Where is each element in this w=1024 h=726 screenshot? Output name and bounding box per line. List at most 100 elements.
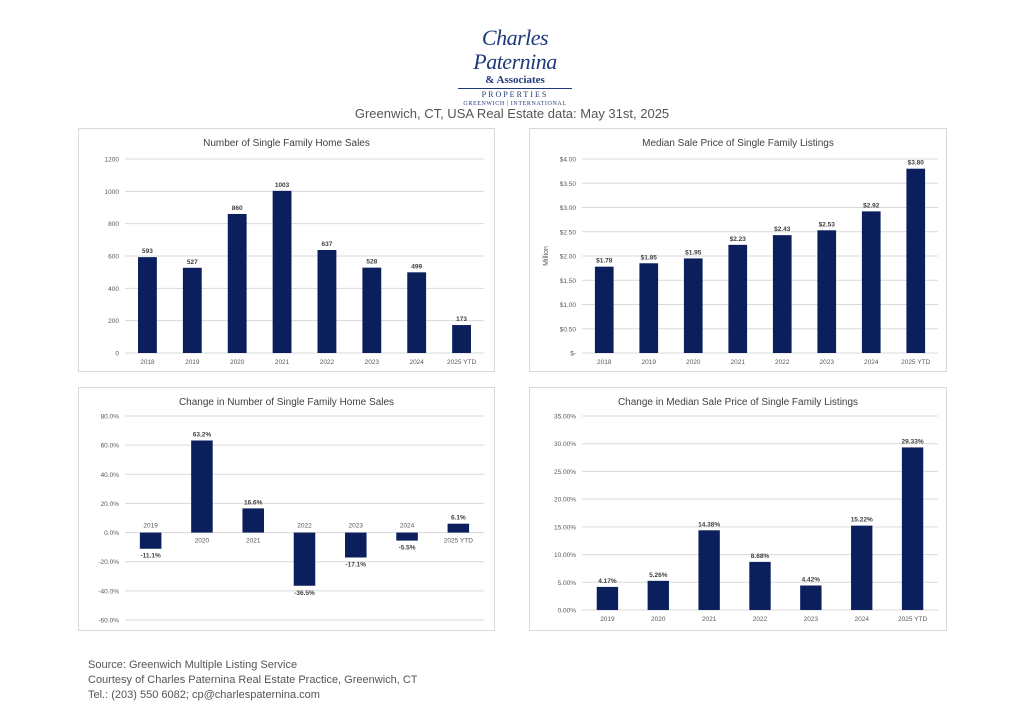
category-label: 2020 (651, 616, 666, 623)
bar (901, 447, 924, 610)
category-label: 2021 (246, 538, 261, 545)
logo-name: Charles Paternina (473, 25, 557, 74)
data-label: 15.22% (851, 517, 873, 524)
category-label: 2022 (297, 523, 312, 530)
y-tick-label: 1200 (105, 157, 120, 164)
bar (851, 525, 873, 610)
bar (800, 585, 822, 610)
data-label: 527 (187, 259, 198, 266)
bar (639, 263, 659, 353)
category-label: 2018 (140, 359, 155, 366)
footer: Source: Greenwich Multiple Listing Servi… (88, 658, 418, 703)
page-title: Greenwich, CT, USA Real Estate data: May… (354, 106, 670, 121)
category-label: 2022 (753, 616, 768, 623)
category-label: 2020 (195, 538, 210, 545)
y-tick-label: $1.50 (560, 278, 577, 285)
category-label: 2025 YTD (444, 538, 473, 545)
bar (772, 235, 792, 353)
data-label: $3.80 (908, 160, 925, 167)
data-label: 528 (366, 259, 377, 266)
y-tick-label: 800 (108, 221, 119, 228)
bar (749, 561, 771, 610)
bar (242, 508, 264, 533)
footer-source: Source: Greenwich Multiple Listing Servi… (88, 659, 298, 671)
y-tick-label: 5.00% (558, 580, 577, 587)
category-label: 2024 (864, 359, 879, 366)
data-label: $1.95 (685, 249, 702, 256)
chart-panel-change-price: Change in Median Sale Price of Single Fa… (529, 387, 947, 631)
bar (817, 230, 837, 353)
bar (447, 523, 470, 533)
home-sales-chart: Number of Single Family Home Sales 0 200 40… (105, 138, 484, 366)
y-tick-label: 600 (108, 254, 119, 261)
bar (138, 257, 157, 353)
data-label: 637 (322, 241, 333, 248)
chart-panel-home-sales: Number of Single Family Home Sales 0 200 40… (78, 128, 495, 372)
data-label: 14.38% (698, 521, 720, 528)
chart-title: Number of Single Family Home Sales (203, 138, 370, 149)
chart-title: Median Sale Price of Single Family Listi… (642, 138, 834, 149)
data-label: -11.1% (141, 553, 161, 560)
y-tick-label: -60.0% (98, 618, 119, 625)
bar (345, 532, 367, 558)
change-price-chart: Change in Median Sale Price of Single Fa… (554, 397, 938, 623)
bar (362, 267, 382, 353)
y-tick-label: 0.0% (104, 530, 119, 537)
median-price-chart: Median Sale Price of Single Family Listi… (543, 138, 938, 366)
bar (683, 258, 703, 353)
y-tick-label: 40.0% (101, 472, 120, 479)
category-label: 2022 (775, 359, 790, 366)
company-logo: Charles Paternina & Associates PROPERTIE… (440, 14, 590, 107)
y-tick-label: 80.0% (101, 414, 120, 421)
category-label: 2020 (686, 359, 701, 366)
chart-title: Change in Median Sale Price of Single Fa… (618, 397, 858, 408)
chart-title: Change in Number of Single Family Home S… (179, 397, 394, 408)
logo-locations: GREENWICH | INTERNATIONAL (463, 101, 567, 107)
y-axis-label: Million (543, 246, 550, 266)
bar (293, 532, 316, 586)
data-label: 4.17% (598, 578, 617, 585)
bar (139, 532, 162, 549)
data-label: 4.42% (802, 577, 821, 584)
data-label: 173 (456, 316, 467, 323)
bar (594, 266, 614, 353)
category-label: 2024 (409, 359, 424, 366)
bar (906, 168, 926, 353)
bar (227, 213, 247, 353)
data-label: $2.92 (863, 202, 880, 209)
y-tick-label: $3.00 (560, 205, 577, 212)
y-tick-label: $3.50 (560, 181, 577, 188)
footer-contact: Tel.: (203) 550 6082; cp@charlespaternin… (88, 689, 320, 701)
data-label: $2.53 (819, 221, 836, 228)
data-label: 1003 (275, 182, 290, 189)
y-tick-label: 400 (108, 286, 119, 293)
y-tick-label: $4.00 (560, 157, 577, 164)
category-label: 2024 (854, 616, 869, 623)
data-label: $1.78 (596, 258, 613, 265)
bar (698, 530, 720, 610)
data-label: 63.2% (193, 431, 212, 438)
y-tick-label: $2.50 (560, 229, 577, 236)
bar (452, 325, 471, 353)
y-tick-label: 20.00% (554, 497, 576, 504)
category-label: 2024 (400, 523, 415, 530)
bar (647, 580, 669, 610)
category-label: 2025 YTD (447, 359, 476, 366)
chart-panel-median-price: Median Sale Price of Single Family Listi… (529, 128, 947, 372)
data-label: 860 (232, 205, 243, 212)
category-label: 2019 (600, 616, 615, 623)
y-tick-label: 0 (115, 351, 119, 358)
data-label: 8.68% (751, 553, 770, 560)
data-label: -5.5% (399, 545, 416, 552)
data-label: 5.26% (649, 572, 668, 579)
category-label: 2023 (820, 359, 835, 366)
y-tick-label: 35.00% (554, 414, 576, 421)
data-label: $2.23 (730, 236, 747, 243)
y-tick-label: -40.0% (98, 588, 119, 595)
data-label: 593 (142, 248, 153, 255)
y-tick-label: 30.00% (554, 441, 576, 448)
y-tick-label: 0.00% (558, 608, 577, 615)
data-label: 29.33% (902, 438, 924, 445)
bar (728, 244, 748, 353)
chart-panel-change-sales: Change in Number of Single Family Home S… (78, 387, 495, 631)
